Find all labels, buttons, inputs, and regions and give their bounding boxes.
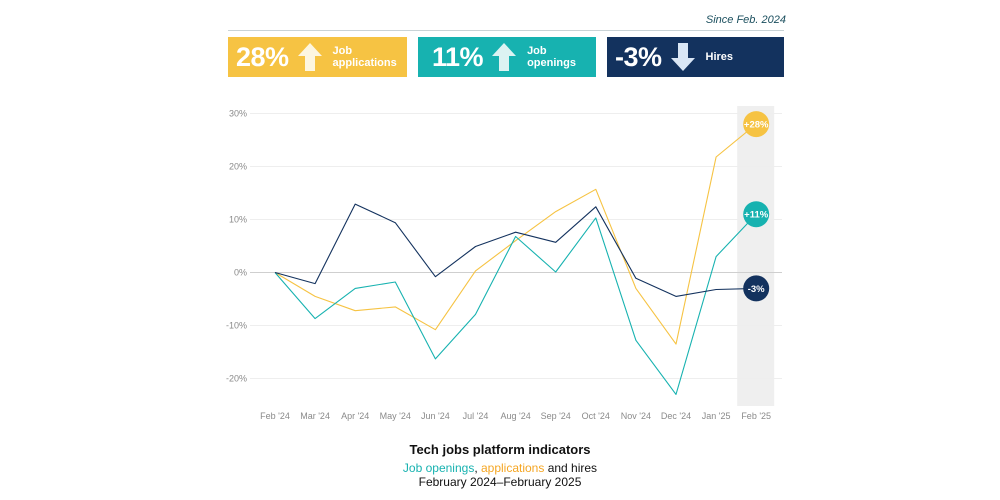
x-tick-label: Mar '24: [300, 411, 330, 421]
x-tick-label: Jun '24: [421, 411, 450, 421]
caption-comma: ,: [474, 461, 481, 475]
chart-caption-title: Tech jobs platform indicators: [409, 442, 591, 457]
series-line-applications: [274, 123, 757, 345]
x-tick-label: Jul '24: [463, 411, 489, 421]
kpi-openings-value: 11%: [432, 41, 484, 72]
x-tick-label: Feb '24: [260, 411, 290, 421]
kpi-applications-label-line1: Job: [332, 45, 353, 57]
kpi-applications-value: 28%: [236, 41, 289, 72]
kpi-hires-value: -3%: [615, 41, 662, 72]
kpi-openings-label: Job openings: [527, 45, 576, 69]
highlight-column: [737, 106, 775, 406]
up-arrow-icon: [492, 43, 517, 71]
kpi-applications-label: Job applications: [333, 45, 397, 69]
series-line-hires: [274, 203, 757, 297]
x-tick-label: Oct '24: [582, 411, 610, 421]
end-label-openings-badge: [743, 201, 770, 228]
kpi-openings: 11% Job openings: [418, 37, 596, 77]
x-tick-label: Jan '25: [702, 411, 731, 421]
caption-openings: Job openings: [402, 461, 475, 475]
x-tick-label: Nov '24: [621, 411, 651, 421]
down-arrow-icon: [670, 43, 695, 71]
x-tick-label: Sep '24: [541, 411, 571, 421]
kpi-hires: -3% Hires: [607, 37, 784, 77]
end-label-hires: -3%: [748, 284, 765, 295]
x-tick-label: Apr '24: [341, 411, 369, 421]
y-tick-label: -20%: [226, 374, 247, 384]
caption-applications: applications: [480, 461, 545, 475]
y-tick-label: 10%: [229, 215, 247, 225]
kpi-hires-label: Hires: [705, 51, 734, 63]
up-arrow-icon: [297, 43, 322, 71]
y-tick-label: -10%: [226, 321, 247, 331]
top-rule: [228, 30, 784, 31]
series-line-openings: [274, 213, 757, 395]
end-label-applications-badge: [743, 111, 770, 138]
y-tick-label: 0%: [234, 268, 247, 278]
kpi-openings-label-line2: openings: [527, 57, 576, 69]
y-tick-label: 30%: [229, 109, 247, 119]
caption-and-hires: and hires: [544, 461, 598, 475]
kpi-openings-label-line1: Job: [527, 45, 547, 57]
kpi-applications-label-line2: applications: [332, 57, 397, 69]
end-label-openings: +11%: [744, 210, 769, 221]
x-tick-label: Feb '25: [741, 411, 771, 421]
x-tick-label: Dec '24: [661, 411, 691, 421]
since-label: Since Feb. 2024: [705, 14, 786, 26]
chart-caption-date-range: February 2024–February 2025: [418, 475, 582, 489]
kpi-applications: 28% Job applications: [228, 37, 407, 77]
chart-caption-subtitle: Job openings, applications and hires: [0, 461, 1000, 475]
end-label-hires-badge: [743, 275, 770, 302]
y-tick-label: 20%: [229, 162, 247, 172]
x-tick-label: Aug '24: [500, 411, 530, 421]
x-tick-label: May '24: [380, 411, 411, 421]
end-label-applications: +28%: [744, 120, 769, 131]
